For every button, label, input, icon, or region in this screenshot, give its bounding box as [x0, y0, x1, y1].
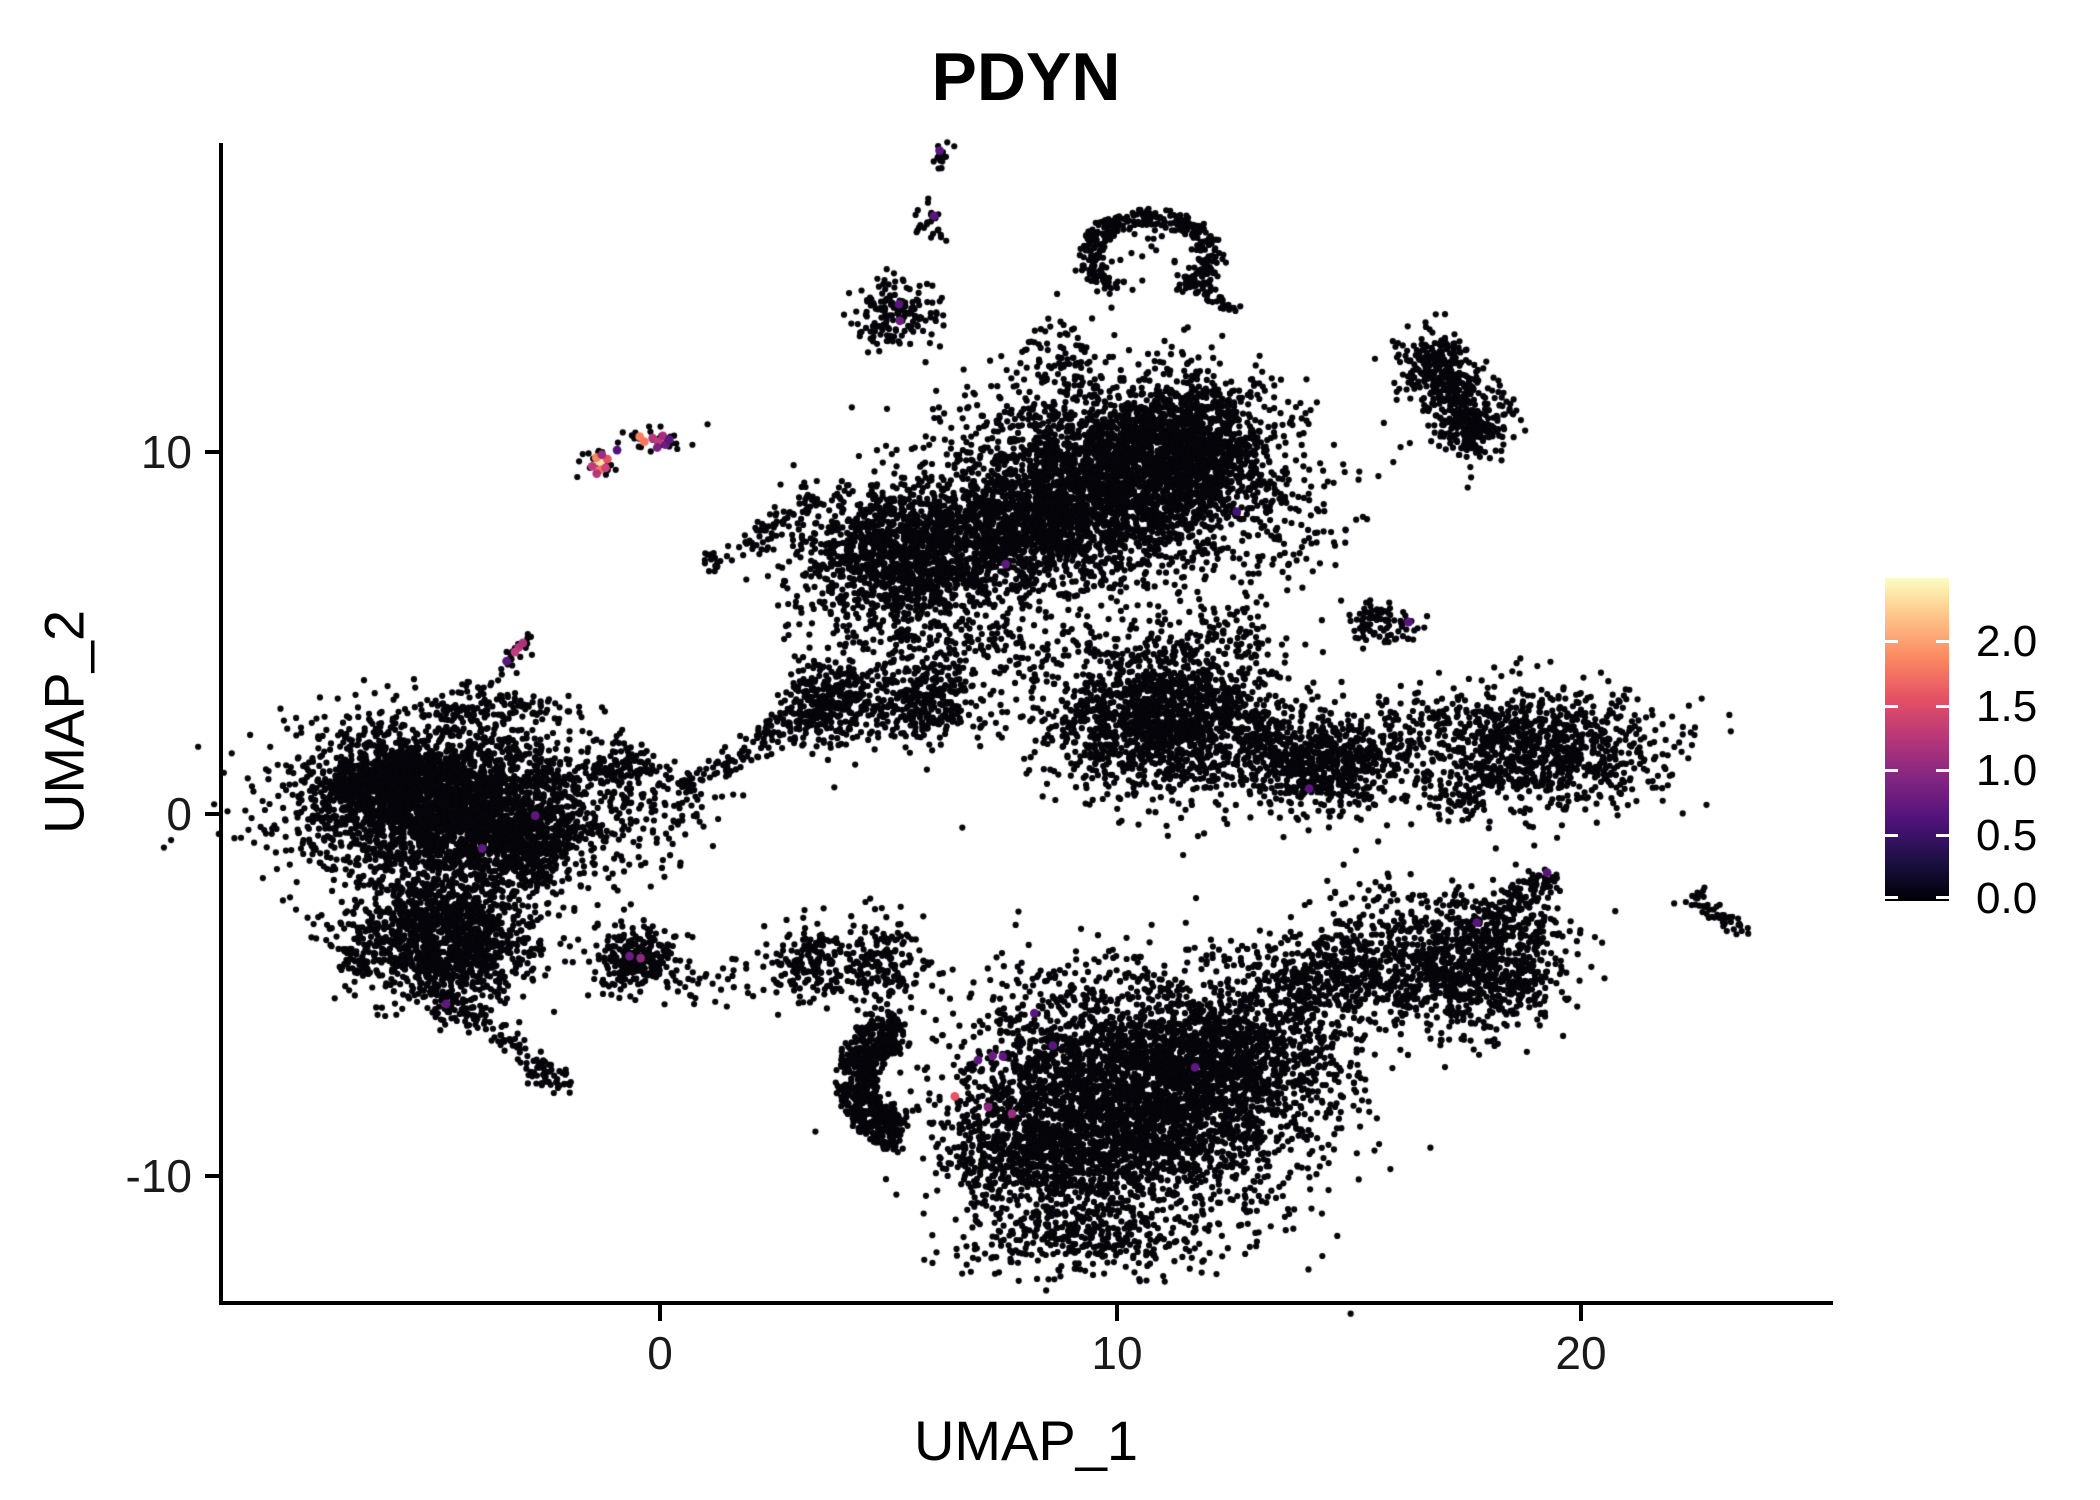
- colorbar-label-0.5: 0.5: [1976, 811, 2038, 860]
- y-tick-label-10: 10: [140, 426, 192, 478]
- colorbar-tick-left-1.0: [1885, 769, 1898, 772]
- colorbar-label-0.0: 0.0: [1976, 874, 2038, 923]
- y-tick-mark-neg10: [205, 1174, 220, 1178]
- colorbar-tick-right-1.5: [1936, 705, 1949, 708]
- colorbar-tick-left-0.5: [1885, 834, 1898, 837]
- y-axis-title: UMAP_2: [32, 609, 96, 835]
- colorbar-tick-right-0.0: [1936, 896, 1949, 899]
- colorbar-tick-left-2.0: [1885, 640, 1898, 643]
- colorbar: [1885, 578, 1949, 901]
- colorbar-label-1.0: 1.0: [1976, 746, 2038, 795]
- y-tick-mark-10: [205, 450, 220, 454]
- x-tick-mark-0: [658, 1305, 662, 1321]
- colorbar-tick-left-1.5: [1885, 705, 1898, 708]
- colorbar-label-2.0: 2.0: [1976, 617, 2038, 666]
- x-axis-line: [219, 1301, 1833, 1305]
- x-tick-label-10: 10: [1091, 1327, 1143, 1379]
- colorbar-tick-right-1.0: [1936, 769, 1949, 772]
- x-tick-label-20: 20: [1555, 1327, 1607, 1379]
- y-axis-line: [219, 143, 223, 1303]
- x-tick-mark-10: [1115, 1305, 1119, 1321]
- x-axis-title: UMAP_1: [913, 1409, 1139, 1472]
- x-tick-label-0: 0: [647, 1327, 673, 1379]
- colorbar-tick-left-0.0: [1885, 896, 1898, 899]
- colorbar-tick-right-0.5: [1936, 834, 1949, 837]
- colorbar-label-1.5: 1.5: [1976, 682, 2038, 731]
- y-tick-label-neg10: -10: [125, 1150, 192, 1202]
- y-tick-mark-0: [205, 812, 220, 816]
- y-tick-label-0: 0: [166, 788, 192, 840]
- x-tick-mark-20: [1579, 1305, 1583, 1321]
- plot-title: PDYN: [931, 39, 1121, 115]
- colorbar-tick-right-2.0: [1936, 640, 1949, 643]
